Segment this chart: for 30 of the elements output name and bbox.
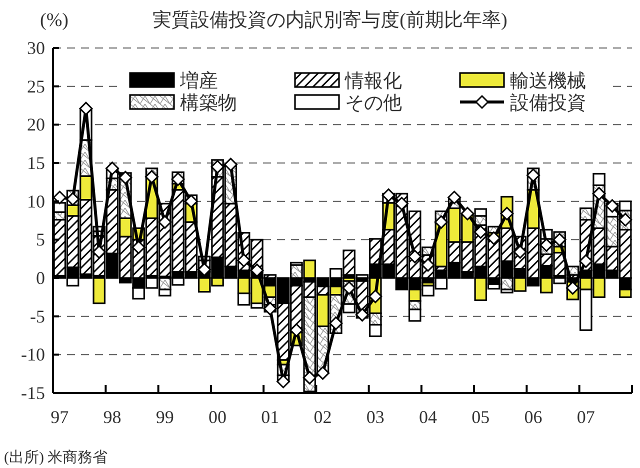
legend-label: 情報化: [344, 71, 402, 92]
y-tick-label: 0: [36, 268, 45, 288]
y-tick-label: -10: [21, 344, 45, 365]
x-tick-label: 99: [156, 407, 174, 427]
x-tick-label: 03: [366, 407, 384, 427]
y-tick-label: -5: [30, 306, 45, 326]
legend-label: 設備投資: [510, 93, 586, 114]
legend-label: 輸送機械: [510, 71, 586, 92]
y-tick-label: 15: [27, 153, 45, 173]
x-tick-label: 97: [50, 407, 69, 427]
text: (出所) 米商務省: [4, 449, 108, 466]
legend-label: その他: [345, 93, 402, 114]
legend-label: 構築物: [180, 93, 237, 114]
x-tick-label: 06: [524, 407, 542, 427]
y-tick-label: -15: [21, 383, 45, 403]
x-tick-label: 00: [208, 407, 227, 427]
chart-title: 実質設備投資の内訳別寄与度(前期比年率): [152, 9, 508, 31]
x-tick-label: 07: [576, 407, 595, 427]
x-tick-label: 02: [314, 407, 332, 427]
legend-label: 増産: [179, 70, 218, 92]
y-tick-label: 25: [27, 76, 45, 96]
x-tick-label: 04: [419, 407, 438, 427]
x-tick-label: 98: [103, 407, 122, 427]
y-tick-label: 30: [27, 38, 45, 58]
x-tick-label: 01: [261, 407, 280, 427]
y-tick-label: 5: [36, 230, 45, 250]
y-tick-label: 10: [27, 191, 45, 212]
x-tick-label: 05: [472, 407, 490, 427]
y-tick-label: 20: [27, 114, 45, 135]
y-axis-title: (%): [40, 10, 68, 31]
